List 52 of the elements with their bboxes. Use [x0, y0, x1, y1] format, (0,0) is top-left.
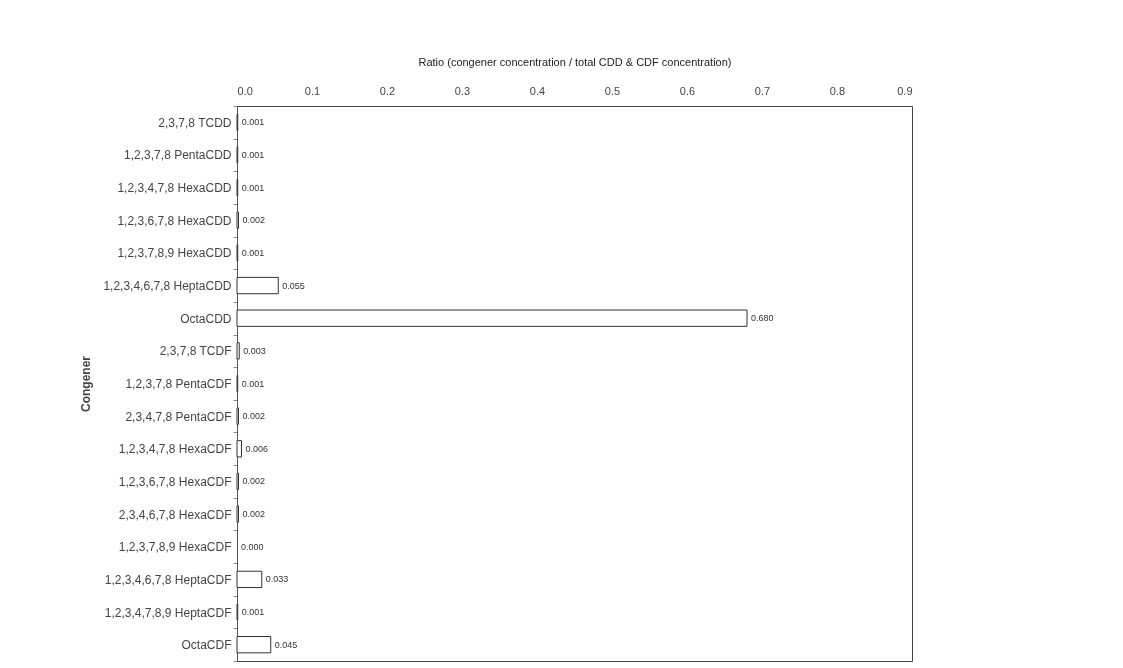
data-label: 0.002 [242, 411, 266, 422]
bar [236, 276, 279, 295]
y-tick-label: 1,2,3,7,8,9 HexaCDF [118, 540, 232, 555]
data-label: 0.006 [245, 443, 269, 454]
y-axis-title: Congener [79, 355, 94, 413]
data-label: 0.001 [241, 247, 265, 258]
y-tick-label: OctaCDF [181, 638, 232, 653]
x-tick-label: 0.9 [897, 84, 913, 97]
y-tick-label: 1,2,3,7,8,9 HexaCDD [117, 246, 232, 261]
data-label: 0.000 [241, 541, 264, 552]
y-tick-label: 2,3,7,8 TCDD [158, 115, 232, 130]
y-tick-label: 2,3,4,6,7,8 HexaCDF [118, 507, 232, 522]
bar [236, 309, 748, 327]
x-tick-label: 0.4 [529, 84, 546, 97]
x-tick-label: 0.8 [829, 84, 846, 97]
x-axis-title: Ratio (congener concentration / total CDD & CDF concentration) [418, 55, 732, 68]
bar [236, 636, 272, 654]
data-label: 0.002 [242, 509, 266, 520]
y-tick-label: 2,3,7,8 TCDF [159, 344, 232, 359]
bar [236, 342, 240, 360]
data-label: 0.001 [241, 182, 265, 193]
x-tick-label: 0.0 [237, 84, 253, 97]
y-tick-label: OctaCDD [180, 311, 232, 326]
data-label: 0.045 [274, 639, 298, 650]
x-tick-label: 0.2 [379, 84, 396, 97]
x-tick-label: 0.1 [304, 84, 321, 97]
data-label: 0.001 [241, 378, 265, 389]
x-tick-label: 0.5 [604, 84, 621, 97]
data-label: 0.001 [241, 117, 265, 128]
data-label: 0.001 [241, 149, 265, 160]
y-tick-label: 1,2,3,4,7,8 HexaCDD [117, 181, 232, 196]
y-tick-label: 1,2,3,6,7,8 HexaCDD [117, 213, 232, 228]
x-tick-label: 0.7 [754, 84, 771, 97]
data-label: 0.001 [241, 607, 265, 618]
x-tick-label: 0.6 [679, 84, 696, 97]
data-label: 0.002 [242, 215, 266, 226]
y-tick-label: 2,3,4,7,8 PentaCDF [125, 409, 232, 424]
data-label: 0.002 [242, 476, 266, 487]
data-label: 0.680 [751, 313, 774, 324]
bar [236, 440, 242, 458]
data-label: 0.033 [265, 574, 289, 585]
data-label: 0.003 [243, 345, 266, 356]
data-label: 0.055 [282, 280, 305, 291]
y-tick-label: 1,2,3,4,6,7,8 HeptaCDD [103, 279, 232, 294]
bar [236, 570, 263, 589]
y-tick-label: 1,2,3,6,7,8 HexaCDF [118, 474, 232, 489]
y-tick-label: 1,2,3,7,8 PentaCDF [125, 377, 232, 391]
x-tick-label: 0.3 [454, 84, 471, 97]
y-tick-label: 1,2,3,7,8 PentaCDD [124, 148, 232, 163]
y-tick-label: 1,2,3,4,7,8 HexaCDF [118, 442, 232, 457]
y-tick-label: 1,2,3,4,6,7,8 HeptaCDF [104, 572, 232, 587]
y-tick-label: 1,2,3,4,7,8,9 HeptaCDF [104, 605, 232, 620]
